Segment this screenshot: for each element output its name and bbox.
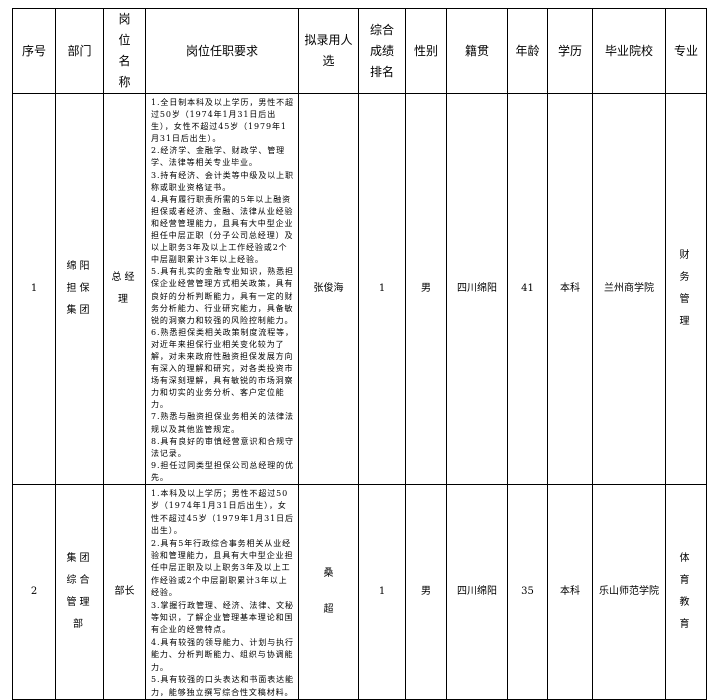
requirement-item: 2.具有5年行政综合事务相关从业经验和管理能力，且具有大中型企业担任中层正职及以… xyxy=(151,538,294,598)
header-rank: 综合成绩排名 xyxy=(358,8,406,94)
cell-department: 集团综合管理部 xyxy=(55,484,104,700)
header-gender: 性别 xyxy=(405,8,447,94)
requirement-item: 5.具有扎实的金融专业知识，熟悉担保企业经营管理方式相关政策，具有良好的分析判断… xyxy=(151,267,294,325)
cell-school: 乐山师范学院 xyxy=(592,484,666,700)
cell-origin: 四川绵阳 xyxy=(446,93,508,485)
cell-age: 35 xyxy=(507,484,548,700)
cell-position: 总经理 xyxy=(103,93,146,485)
cell-department: 绵阳担保集团 xyxy=(55,93,104,485)
header-origin: 籍贯 xyxy=(446,8,508,94)
requirement-item: 6.熟悉担保类相关政策制度流程等，对近年来担保行业相关变化较为了解，对未来政府性… xyxy=(151,327,294,410)
header-education: 学历 xyxy=(547,8,593,94)
header-major: 专业 xyxy=(665,8,707,94)
cell-candidate: 桑超 xyxy=(298,484,359,700)
cell-major: 体育教育 xyxy=(665,484,707,700)
cell-major: 财务管理 xyxy=(665,93,707,485)
cell-no: 2 xyxy=(12,484,56,700)
cell-gender: 男 xyxy=(405,484,447,700)
cell-school: 兰州商学院 xyxy=(592,93,666,485)
cell-rank: 1 xyxy=(358,93,406,485)
header-row: 序号 部门 岗位名称 岗位任职要求 拟录用人选 综合成绩排名 性别 籍贯 年龄 … xyxy=(12,8,707,94)
table-row: 1 绵阳担保集团 总经理 1.全日制本科及以上学历，男性不超过50岁（1974年… xyxy=(12,93,707,485)
header-department: 部门 xyxy=(55,8,104,94)
cell-age: 41 xyxy=(507,93,548,485)
cell-education: 本科 xyxy=(547,484,593,700)
cell-requirements: 1.全日制本科及以上学历，男性不超过50岁（1974年1月31日后出生），女性不… xyxy=(145,93,299,485)
cell-candidate: 张俊海 xyxy=(298,93,359,485)
requirement-item: 7.熟悉与融资担保业务相关的法律法规以及其他监管规定。 xyxy=(151,412,294,434)
cell-gender: 男 xyxy=(405,93,447,485)
requirement-item: 3.掌握行政管理、经济、法律、文秘等知识，了解企业管理基本理论和国有企业的经营特… xyxy=(151,600,294,635)
header-requirements: 岗位任职要求 xyxy=(145,8,299,94)
cell-position: 部长 xyxy=(103,484,146,700)
requirement-item: 4.具有履行职责所需的5年以上融资担保或者经济、金融、法律从业经验和经营管理能力… xyxy=(151,194,294,265)
cell-no: 1 xyxy=(12,93,56,485)
cell-rank: 1 xyxy=(358,484,406,700)
requirement-item: 1.本科及以上学历；男性不超过50岁（1974年1月31日后出生），女性不超过4… xyxy=(151,489,294,536)
header-no: 序号 xyxy=(12,8,56,94)
requirement-item: 2.经济学、金融学、财政学、管理学、法律等相关专业毕业。 xyxy=(151,146,286,168)
requirement-item: 8.具有良好的审慎经营意识和合规守法记录。 xyxy=(151,436,294,458)
header-position: 岗位名称 xyxy=(103,8,146,94)
table-row: 2 集团综合管理部 部长 1.本科及以上学历；男性不超过50岁（1974年1月3… xyxy=(12,484,707,700)
header-school: 毕业院校 xyxy=(592,8,666,94)
requirement-item: 4.具有较强的领导能力、计划与执行能力、分析判断能力、组织与协调能力。 xyxy=(151,637,294,672)
header-candidate: 拟录用人选 xyxy=(298,8,359,94)
cell-requirements: 1.本科及以上学历；男性不超过50岁（1974年1月31日后出生），女性不超过4… xyxy=(145,484,299,700)
cell-education: 本科 xyxy=(547,93,593,485)
cell-origin: 四川绵阳 xyxy=(446,484,508,700)
personnel-table: 序号 部门 岗位名称 岗位任职要求 拟录用人选 综合成绩排名 性别 籍贯 年龄 … xyxy=(12,8,707,700)
requirement-item: 9.担任过同类型担保公司总经理的优先。 xyxy=(151,460,294,482)
header-age: 年龄 xyxy=(507,8,548,94)
requirement-item: 1.全日制本科及以上学历，男性不超过50岁（1974年1月31日后出生），女性不… xyxy=(151,98,294,144)
requirement-item: 3.持有经济、会计类等中级及以上职称或职业资格证书。 xyxy=(151,170,294,192)
requirement-item: 5.具有较强的口头表达和书面表达能力，能够独立撰写综合性文稿材料。 xyxy=(151,675,294,697)
